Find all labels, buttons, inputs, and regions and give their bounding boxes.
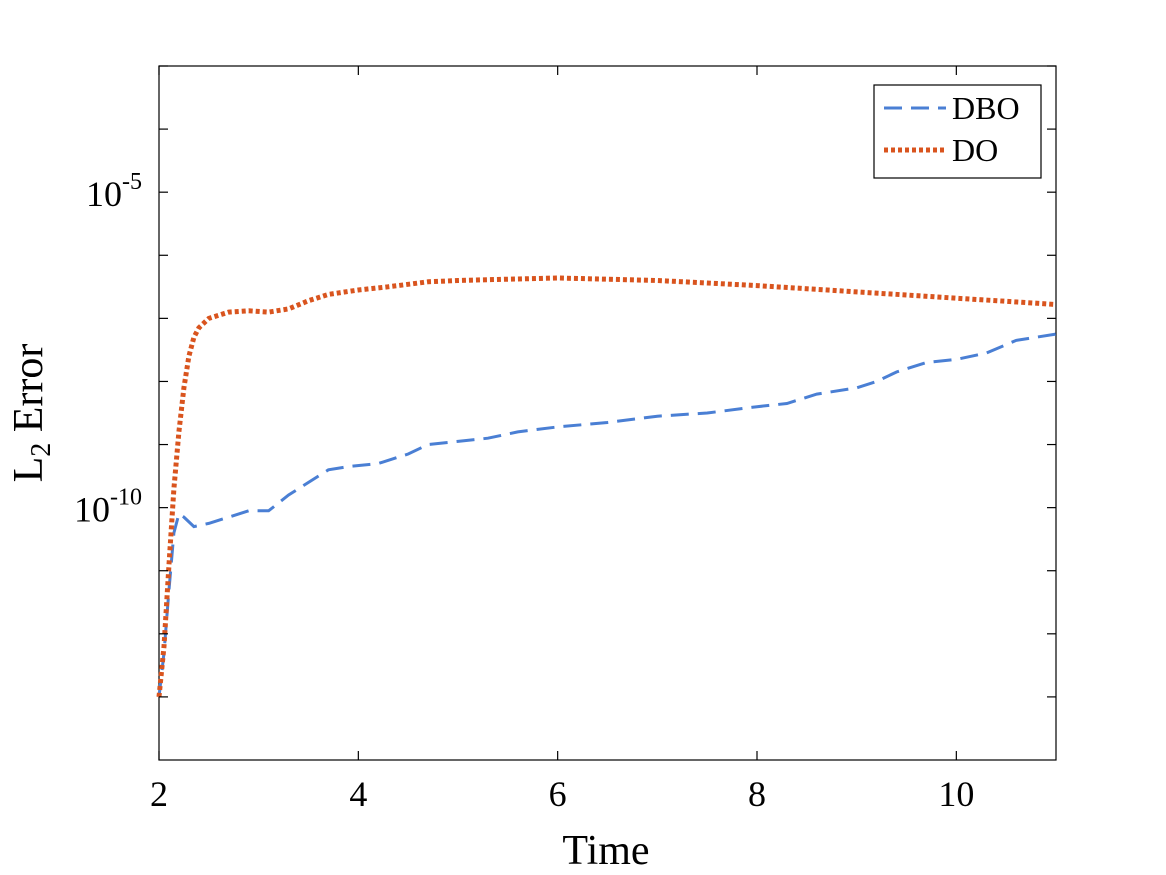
y-axis-label-main: L [6, 457, 52, 483]
y-axis-label-subscript: 2 [26, 443, 57, 457]
legend-box [873, 84, 1042, 179]
y-tick-label: 10-5 [86, 169, 142, 214]
legend-label-do: DO [952, 132, 998, 168]
y-tick-label-exponent: -5 [122, 169, 142, 195]
legend: DBO DO [873, 84, 1042, 179]
series-line-dbo [157, 332, 1057, 698]
legend-label-dbo: DBO [952, 90, 1020, 126]
plot-area [156, 65, 1057, 761]
y-tick-label-base: 10 [86, 174, 122, 214]
x-tick-label: 2 [150, 774, 168, 814]
y-tick-label-exponent: -10 [110, 485, 142, 511]
x-tick-label: 10 [938, 774, 974, 814]
series-line-do [156, 275, 1057, 698]
axis-ticks [158, 65, 1056, 760]
plot-frame [158, 65, 1057, 761]
x-tick-label: 4 [349, 774, 367, 814]
x-tick-label: 6 [549, 774, 567, 814]
y-axis-label-rest: Error [6, 344, 52, 443]
y-tick-label-base: 10 [74, 490, 110, 530]
y-axis-label: L2 Error [6, 344, 57, 483]
x-tick-label: 8 [748, 774, 766, 814]
x-axis-label: Time [562, 828, 649, 874]
y-tick-label: 10-10 [74, 485, 142, 530]
